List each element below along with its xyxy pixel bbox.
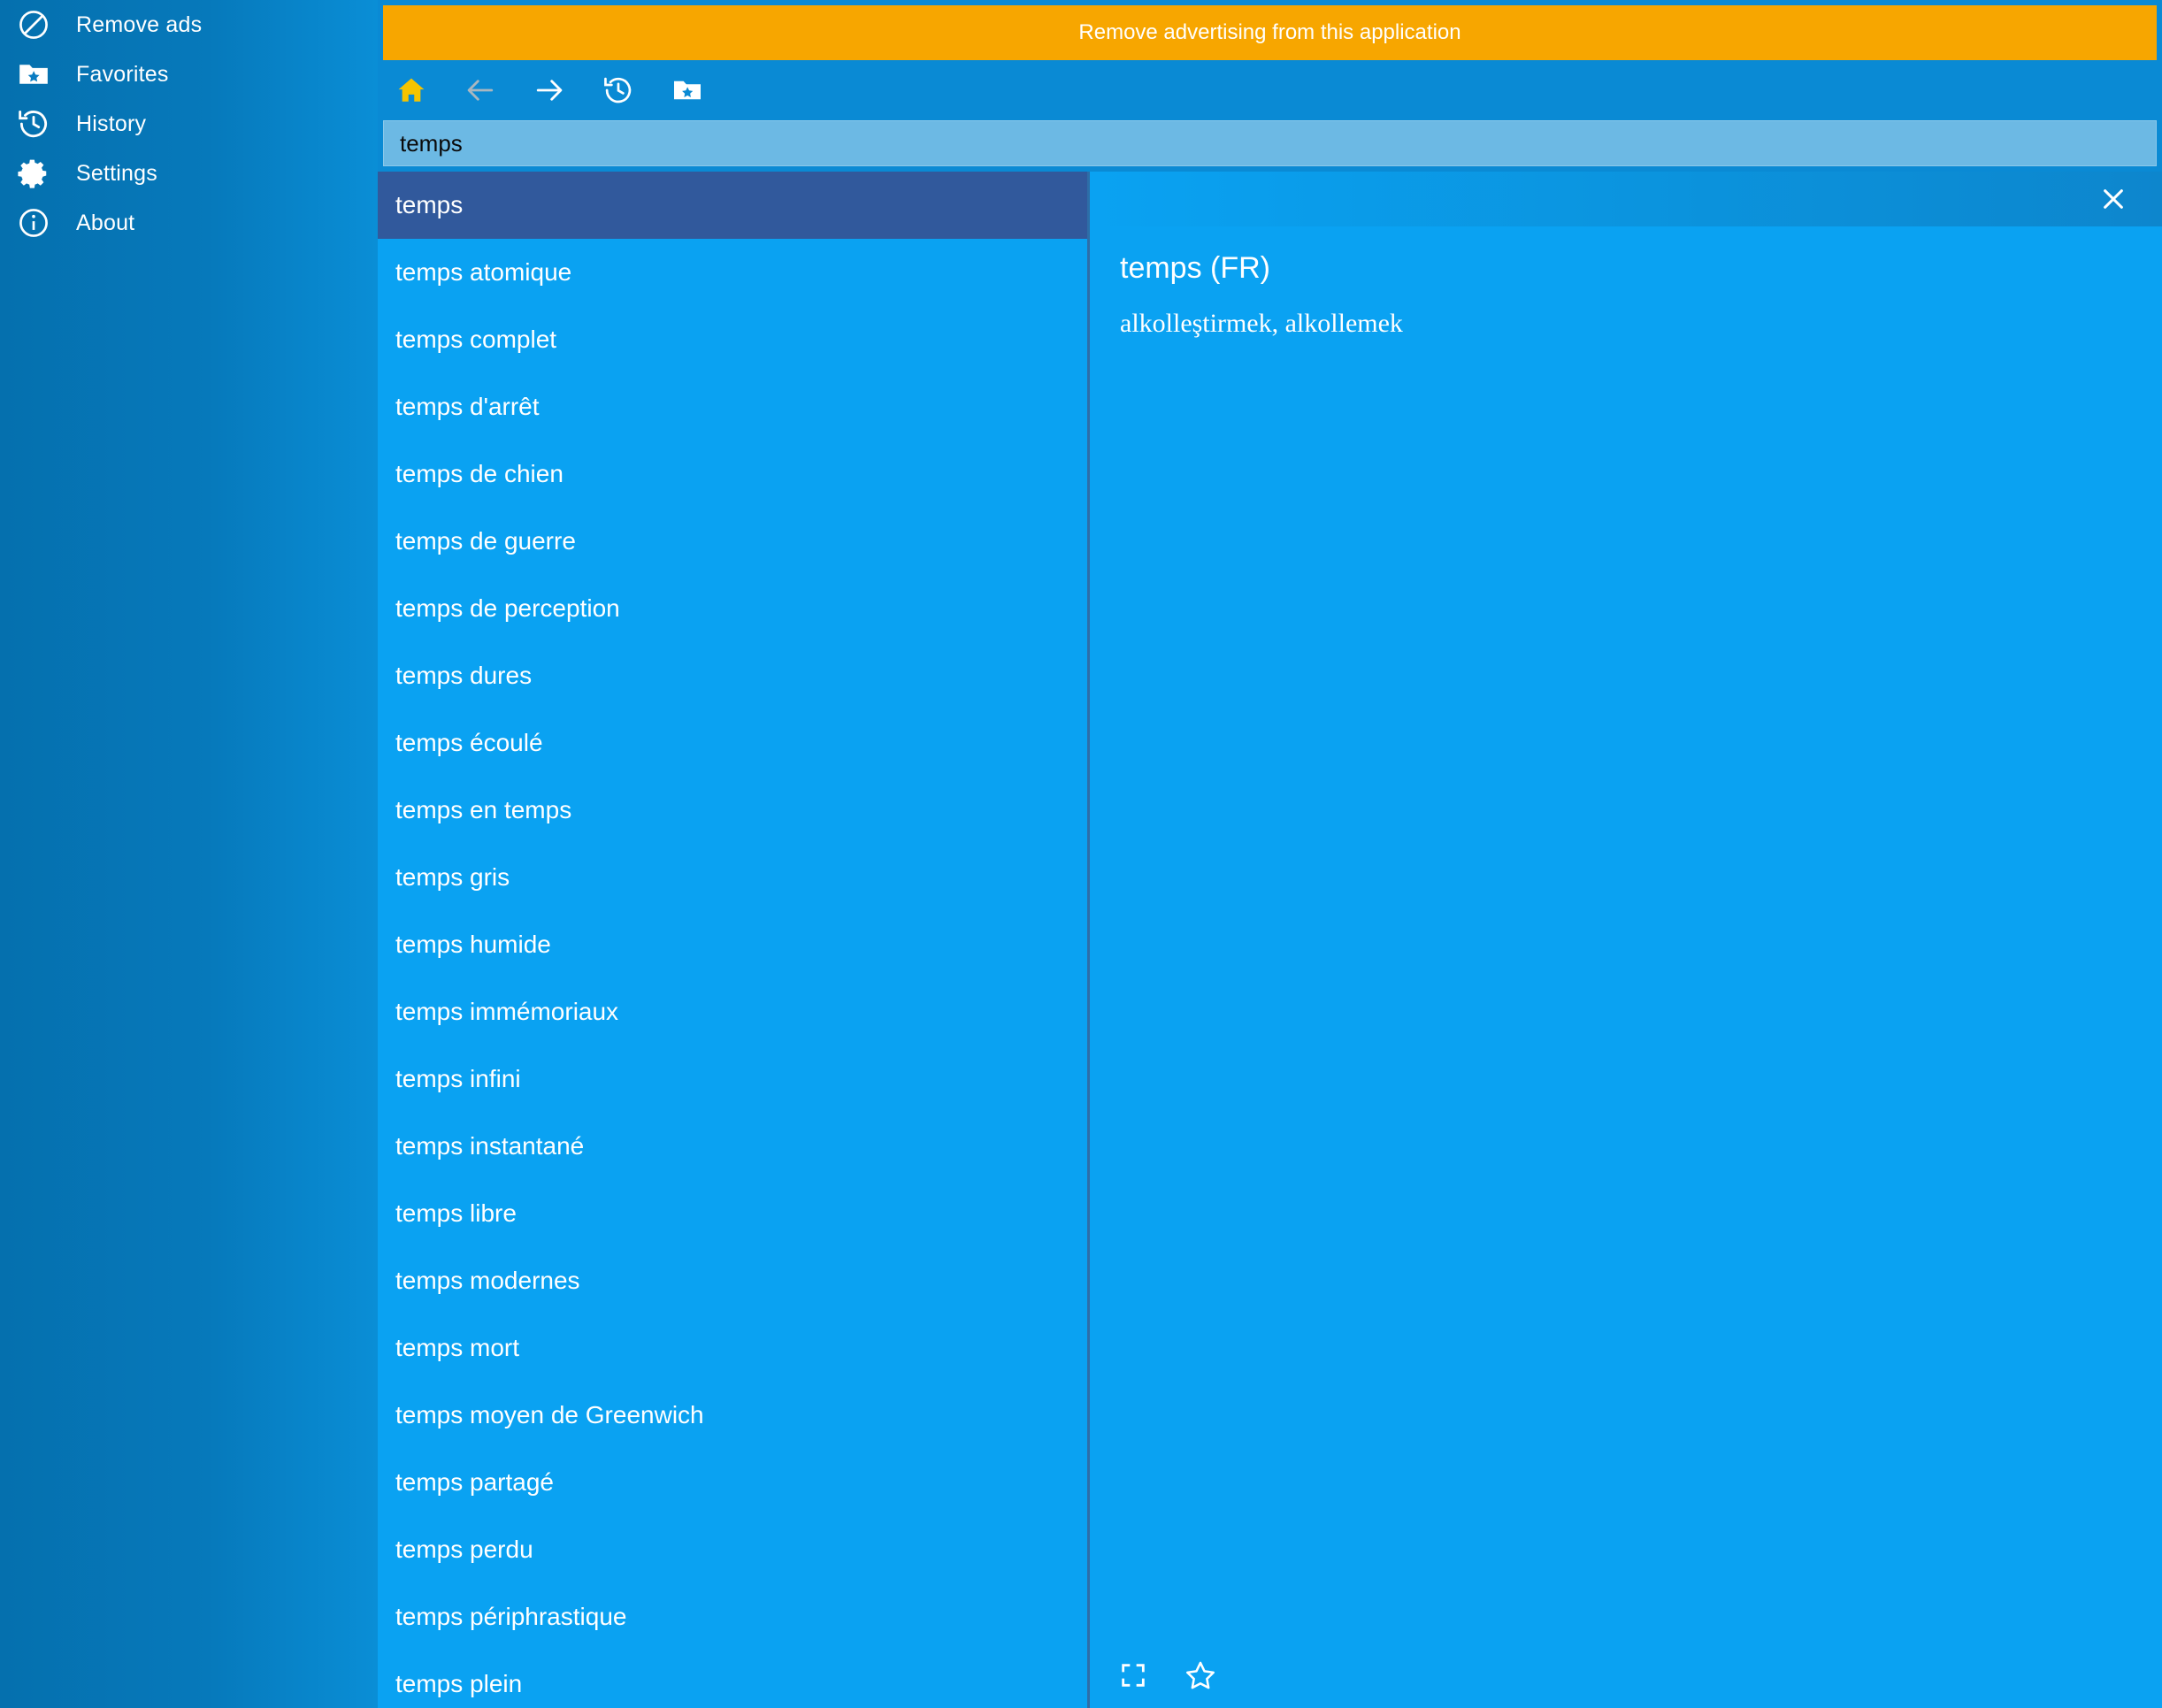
list-item-label: temps gris xyxy=(395,863,510,891)
sidebar-item-remove-ads[interactable]: Remove ads xyxy=(0,0,378,50)
list-item[interactable]: temps en temps xyxy=(378,777,1087,844)
search-input[interactable] xyxy=(383,120,2157,166)
list-item[interactable]: temps gris xyxy=(378,844,1087,911)
sidebar-item-label: Favorites xyxy=(76,61,169,87)
sidebar-item-favorites[interactable]: Favorites xyxy=(0,50,378,99)
ad-banner[interactable]: Remove advertising from this application xyxy=(383,5,2157,60)
history-clock-icon[interactable] xyxy=(595,67,641,113)
navigation-toolbar xyxy=(378,60,2162,120)
list-item-label: temps moyen de Greenwich xyxy=(395,1401,704,1428)
results-list[interactable]: temps temps atomique temps complet temps… xyxy=(378,172,1090,1708)
list-item-label: temps dures xyxy=(395,662,533,689)
list-item[interactable]: temps instantané xyxy=(378,1113,1087,1180)
list-item-label: temps de guerre xyxy=(395,527,576,555)
list-item-label: temps infini xyxy=(395,1065,521,1092)
list-item-label: temps d'arrêt xyxy=(395,393,540,420)
list-item[interactable]: temps atomique xyxy=(378,239,1087,306)
list-item-label: temps en temps xyxy=(395,796,572,823)
folder-star-icon[interactable] xyxy=(664,67,710,113)
list-item[interactable]: temps dures xyxy=(378,642,1087,709)
list-item-label: temps immémoriaux xyxy=(395,998,619,1025)
folder-star-icon xyxy=(14,55,53,94)
panes: temps temps atomique temps complet temps… xyxy=(378,172,2162,1708)
sidebar-item-label: About xyxy=(76,210,135,235)
list-item[interactable]: temps mort xyxy=(378,1314,1087,1382)
list-item-label: temps complet xyxy=(395,326,557,353)
list-item[interactable]: temps partagé xyxy=(378,1449,1087,1516)
list-item[interactable]: temps écoulé xyxy=(378,709,1087,777)
search-bar xyxy=(378,120,2162,166)
list-item[interactable]: temps humide xyxy=(378,911,1087,978)
list-item-label: temps xyxy=(395,191,464,218)
list-item-label: temps de chien xyxy=(395,460,564,487)
close-icon[interactable] xyxy=(2093,179,2134,219)
list-item[interactable]: temps de guerre xyxy=(378,508,1087,575)
list-item[interactable]: temps immémoriaux xyxy=(378,978,1087,1045)
list-item-label: temps libre xyxy=(395,1199,517,1227)
list-item[interactable]: temps d'arrêt xyxy=(378,373,1087,440)
detail-pane: temps (FR) alkolleştirmek, alkollemek xyxy=(1090,172,2162,1708)
list-item-label: temps mort xyxy=(395,1334,520,1361)
main-content: Remove advertising from this application xyxy=(378,0,2162,1708)
list-item-label: temps plein xyxy=(395,1670,523,1697)
list-item[interactable]: temps plein xyxy=(378,1651,1087,1708)
history-clock-icon xyxy=(14,104,53,143)
no-entry-icon xyxy=(14,5,53,44)
entry-translation: alkolleştirmek, alkollemek xyxy=(1120,309,1403,338)
sidebar-item-about[interactable]: About xyxy=(0,198,378,248)
list-item[interactable]: temps xyxy=(378,172,1087,239)
sidebar-item-settings[interactable]: Settings xyxy=(0,149,378,198)
star-outline-icon[interactable] xyxy=(1178,1653,1223,1697)
list-item-label: temps partagé xyxy=(395,1468,554,1496)
list-item-label: temps humide xyxy=(395,931,551,958)
list-item-label: temps écoulé xyxy=(395,729,543,756)
ad-banner-text: Remove advertising from this application xyxy=(1078,20,1461,44)
list-item[interactable]: temps libre xyxy=(378,1180,1087,1247)
sidebar-item-label: Settings xyxy=(76,160,157,186)
detail-footer xyxy=(1090,1643,2162,1708)
sidebar-item-label: Remove ads xyxy=(76,11,203,37)
list-item-label: temps de perception xyxy=(395,594,620,622)
fullscreen-icon[interactable] xyxy=(1111,1653,1155,1697)
arrow-left-icon[interactable] xyxy=(457,67,503,113)
list-item[interactable]: temps de chien xyxy=(378,440,1087,508)
list-item-label: temps périphrastique xyxy=(395,1603,627,1630)
detail-header xyxy=(1090,172,2162,226)
gear-icon xyxy=(14,154,53,193)
list-item[interactable]: temps infini xyxy=(378,1045,1087,1113)
detail-body: temps (FR) alkolleştirmek, alkollemek xyxy=(1090,226,2162,1643)
list-item[interactable]: temps moyen de Greenwich xyxy=(378,1382,1087,1449)
list-item-label: temps modernes xyxy=(395,1267,580,1294)
list-item-label: temps atomique xyxy=(395,258,572,286)
entry-title: temps (FR) xyxy=(1120,251,1270,285)
list-item[interactable]: temps perdu xyxy=(378,1516,1087,1583)
sidebar-item-label: History xyxy=(76,111,147,136)
sidebar: Remove ads Favorites History xyxy=(0,0,378,1708)
arrow-right-icon[interactable] xyxy=(526,67,572,113)
list-item-label: temps perdu xyxy=(395,1536,533,1563)
list-item-label: temps instantané xyxy=(395,1132,585,1160)
info-icon xyxy=(14,203,53,242)
home-icon[interactable] xyxy=(388,67,434,113)
list-item[interactable]: temps de perception xyxy=(378,575,1087,642)
list-item[interactable]: temps périphrastique xyxy=(378,1583,1087,1651)
list-item[interactable]: temps complet xyxy=(378,306,1087,373)
sidebar-item-history[interactable]: History xyxy=(0,99,378,149)
list-item[interactable]: temps modernes xyxy=(378,1247,1087,1314)
